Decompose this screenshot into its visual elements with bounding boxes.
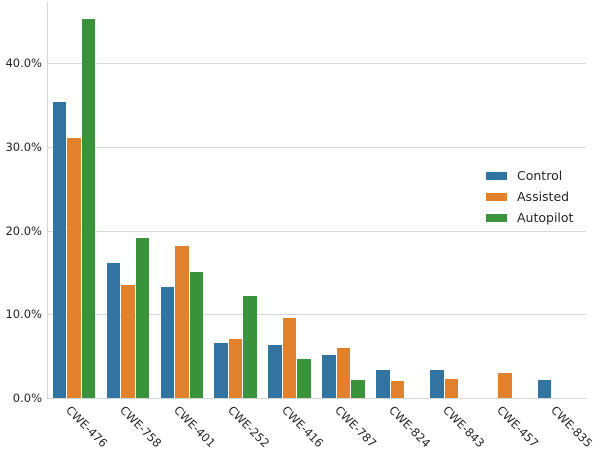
bar-autopilot-cwe-401	[189, 272, 203, 398]
gridline	[47, 230, 586, 232]
legend: Control Assisted Autopilot	[486, 165, 573, 228]
y-tick-label: 20.0%	[5, 223, 42, 238]
legend-label: Autopilot	[517, 210, 574, 225]
bar-assisted-cwe-787	[336, 347, 351, 398]
bar-control-cwe-843	[430, 370, 444, 398]
y-tick-label: 40.0%	[5, 56, 42, 70]
bar-control-cwe-416	[268, 345, 282, 398]
x-tick-label: CWE-476	[63, 403, 111, 451]
y-tick-label: 30.0%	[5, 139, 42, 154]
x-tick-label: CWE-824	[386, 403, 434, 451]
bar-control-cwe-835	[537, 380, 552, 398]
bar-control-cwe-401	[160, 287, 174, 398]
y-axis-spine	[47, 2, 48, 398]
y-tick-label: 0.0%	[12, 391, 42, 405]
bar-autopilot-cwe-252	[243, 295, 257, 398]
gridline	[47, 63, 586, 64]
bar-control-cwe-787	[322, 355, 336, 398]
gridline	[47, 146, 586, 148]
bar-assisted-cwe-824	[390, 381, 405, 398]
x-tick-label: CWE-758	[116, 403, 165, 451]
bar-autopilot-cwe-758	[135, 238, 150, 398]
x-tick-label: CWE-843	[440, 403, 488, 451]
x-tick-label: CWE-252	[224, 403, 272, 451]
legend-swatch-icon	[486, 213, 507, 222]
x-tick-label: CWE-787	[332, 403, 380, 451]
x-tick-label: CWE-457	[494, 403, 542, 451]
legend-item-autopilot: Autopilot	[486, 207, 573, 228]
bar-control-cwe-252	[214, 342, 228, 398]
y-tick-label: 10.0%	[5, 307, 42, 322]
legend-item-assisted: Assisted	[486, 186, 573, 207]
legend-swatch-icon	[486, 171, 507, 180]
legend-label: Control	[517, 168, 563, 183]
bar-autopilot-cwe-787	[351, 380, 365, 398]
bar-assisted-cwe-457	[498, 372, 512, 398]
bar-assisted-cwe-843	[444, 378, 458, 398]
bar-assisted-cwe-416	[282, 317, 297, 398]
bar-assisted-cwe-758	[121, 284, 135, 398]
x-tick-label: CWE-416	[278, 403, 326, 451]
x-tick-label: CWE-835	[548, 403, 596, 451]
bar-assisted-cwe-476	[67, 138, 81, 398]
legend-label: Assisted	[517, 189, 570, 204]
gridline	[47, 314, 586, 316]
gridline	[47, 398, 586, 399]
bar-control-cwe-476	[52, 101, 67, 398]
bar-assisted-cwe-252	[228, 339, 243, 398]
bar-control-cwe-824	[376, 370, 390, 398]
x-tick-label: CWE-401	[170, 403, 219, 451]
bar-autopilot-cwe-416	[297, 358, 311, 398]
legend-swatch-icon	[486, 192, 507, 201]
bar-assisted-cwe-401	[175, 245, 189, 398]
bar-control-cwe-758	[106, 263, 121, 398]
legend-item-control: Control	[486, 165, 573, 186]
bar-autopilot-cwe-476	[81, 18, 96, 398]
